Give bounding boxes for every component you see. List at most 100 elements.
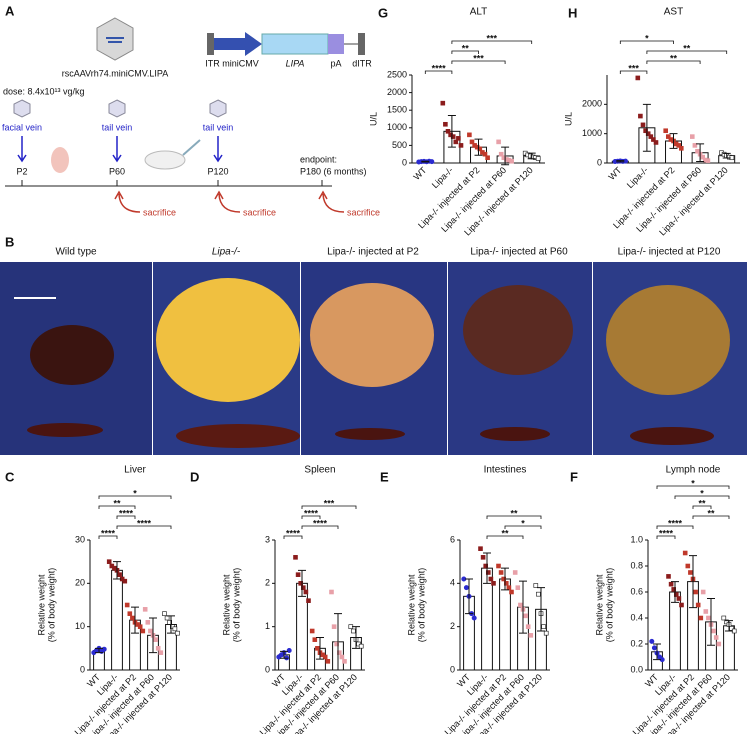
group-label: Lipa-/- [212,247,241,258]
data-point [312,637,318,642]
error-bar [722,152,731,159]
significance-label: **** [668,518,683,528]
construct-label: ITR miniCMV [205,58,259,68]
significance-bracket [116,515,136,519]
error-bar [113,561,121,580]
panel-label: F [570,469,578,484]
significance-label: ** [707,508,715,518]
x-tick-label: Lipa-/- [625,165,650,190]
data-point [463,585,469,591]
data-point [679,602,684,608]
data-point [671,587,677,592]
significance-label: ** [462,43,470,53]
data-point [649,638,655,644]
data-point [101,646,107,652]
error-bar [316,637,324,660]
route: facial vein [2,122,42,132]
construct-label: LIPA [286,58,305,68]
data-point [501,576,507,582]
spleen [480,427,550,441]
data-point [117,572,122,577]
data-point [315,646,320,651]
data-point [668,581,674,587]
data-point [122,578,128,584]
x-tick-label: Lipa-/- [430,165,455,190]
y-axis-label: Relative weight [221,574,231,636]
significance-label: * [133,488,137,498]
data-point [488,576,494,582]
data-point [536,591,541,597]
timepoint: P60 [109,166,125,176]
error-bar [167,615,175,634]
significance-bracket [656,525,694,529]
significance-label: *** [628,63,639,73]
y-tick-label: 0.4 [630,612,643,622]
significance-bracket [692,505,712,509]
y-axis-label: (% of body weight) [604,568,614,643]
data-point [456,136,461,141]
y-axis-label: Relative weight [36,574,46,636]
y-axis-label: Relative weight [406,574,416,636]
data-point [303,589,309,595]
data-point [692,143,698,148]
significance-label: ** [113,498,121,508]
data-point [648,134,654,139]
significance-bracket [424,70,453,74]
data-point [339,654,345,660]
x-tick-label: WT [411,165,428,182]
construct-label: pA [330,58,341,68]
data-point [698,615,704,621]
y-axis-label: U/L [368,112,378,126]
error-bar [669,133,678,149]
data-point [711,628,716,634]
data-point [140,628,146,634]
y-tick-label: 30 [75,534,85,544]
error-bar [334,613,342,671]
significance-bracket [656,535,676,539]
timepoint: P120 [207,166,228,176]
data-point [483,563,489,569]
data-point [682,550,688,556]
error-bar [280,650,288,659]
significance-label: * [691,478,695,488]
timeline [5,180,332,187]
y-tick-label: 0.6 [630,586,643,596]
significance-label: ** [501,528,509,538]
significance-label: ** [670,53,678,63]
y-tick-label: 0 [450,664,455,674]
data-point [471,615,477,621]
timepoint: P2 [16,166,27,176]
data-point [512,570,518,575]
data-point [665,134,671,139]
significance-bracket [692,515,730,519]
significance-label: ** [510,508,518,518]
data-point [535,156,541,161]
pup-icon [51,147,69,173]
y-axis-label: (% of body weight) [416,568,426,643]
sacrifice-arrows [114,190,345,213]
y-tick-label: 0 [80,664,85,674]
data-point [130,615,135,621]
data-point [162,611,167,616]
data-point [172,626,178,632]
data-point [491,581,496,586]
y-tick-label: 2 [265,578,270,588]
error-bar [501,567,509,591]
panel-b: B Wild type Lipa-/- Lipa-/- injected at … [0,234,747,455]
data-point [467,132,472,138]
group-label: Lipa-/- injected at P2 [327,247,419,258]
data-point [666,574,671,579]
data-point [175,630,180,636]
data-point [145,620,151,625]
significance-label: ** [683,43,691,53]
data-point [721,615,727,621]
data-point [503,581,509,586]
data-point [695,602,701,608]
panel-a: A rscAAVrh74.miniCMV.LIPA ITR miniCMV LI… [2,3,380,217]
significance-bracket [98,495,172,499]
error-bar [131,606,139,634]
significance-bracket [301,515,321,519]
panel-label: G [378,5,388,20]
y-tick-label: 1000 [582,128,602,138]
data-point [523,613,528,619]
